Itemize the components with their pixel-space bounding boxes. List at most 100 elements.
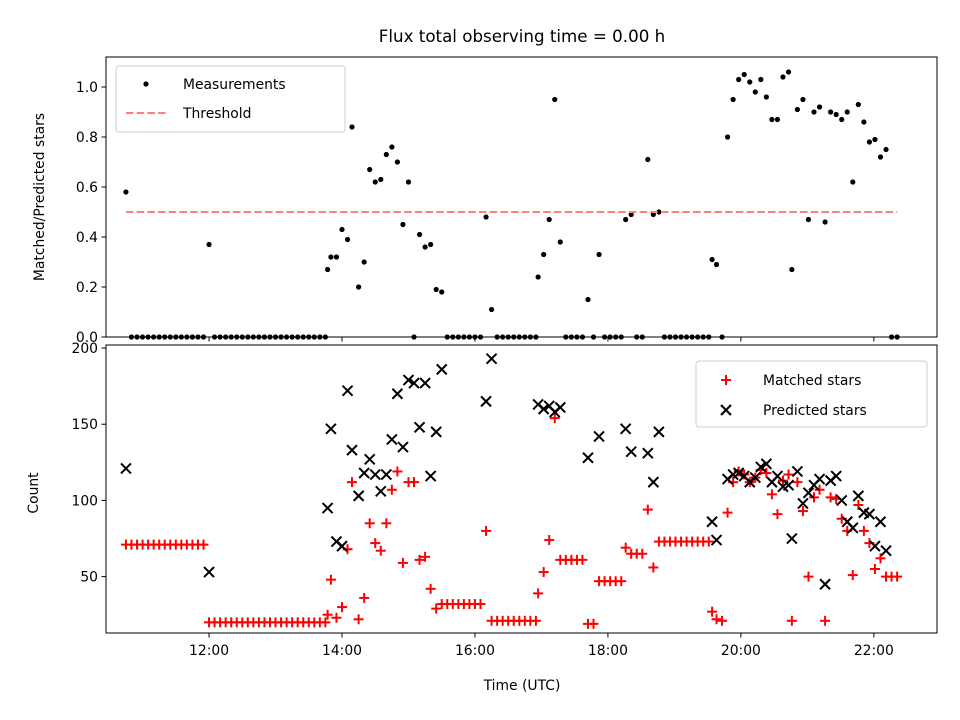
measurement-point	[850, 179, 856, 185]
matched-stars-point	[717, 615, 728, 626]
bottom-x-axis-label: Time (UTC)	[483, 678, 561, 694]
matched-stars-point	[786, 615, 797, 626]
matched-stars-point	[766, 489, 777, 500]
matched-stars-point	[648, 562, 659, 573]
measurement-point	[866, 139, 873, 145]
matched-stars-point	[353, 614, 364, 625]
y-tick-label: 0.8	[76, 130, 98, 146]
predicted-stars-point	[582, 452, 594, 464]
matched-stars-point	[637, 548, 648, 559]
measurement-point	[361, 259, 367, 265]
predicted-stars-point	[642, 447, 654, 459]
predicted-stars-point	[336, 540, 348, 552]
predicted-stars-point	[880, 545, 892, 557]
predicted-stars-point	[120, 462, 132, 475]
matched-stars-point	[722, 507, 733, 518]
x-tick-label: 14:00	[322, 643, 362, 659]
measurement-point	[789, 266, 795, 273]
measurement-point	[428, 241, 434, 248]
predicted-stars-point	[830, 470, 842, 482]
measurement-point	[339, 226, 345, 233]
top-chart-title: Flux total observing time = 0.00 h	[379, 26, 665, 46]
x-tick-label: 20:00	[721, 643, 761, 659]
matched-stars-point	[588, 618, 599, 629]
y-tick-label: 0.0	[76, 330, 98, 346]
matched-stars-point	[320, 617, 331, 628]
measurement-point	[333, 254, 340, 260]
measurement-point	[736, 76, 742, 83]
predicted-stars-point	[485, 353, 498, 365]
matched-stars-point	[642, 504, 653, 515]
predicted-stars-point	[619, 423, 632, 435]
predicted-stars-point	[380, 468, 393, 481]
x-tick-label: 12:00	[189, 643, 229, 659]
measurement-point	[822, 219, 828, 225]
y-tick-label: 100	[71, 493, 98, 509]
predicted-stars-point	[321, 502, 334, 514]
y-tick-label: 1.0	[76, 80, 98, 96]
matched-stars-point	[346, 477, 357, 488]
measurement-point	[328, 254, 334, 260]
measurement-point	[206, 241, 212, 248]
matched-stars-point	[381, 518, 392, 529]
predicted-stars-point	[869, 540, 881, 552]
matched-stars-point	[392, 466, 403, 477]
predicted-stars-point	[710, 534, 723, 546]
predicted-stars-point	[706, 516, 718, 528]
top-plot-area: 0.0 0.2 0.4 0.6 0.8 1.0	[76, 56, 938, 346]
predicted-stars-point	[813, 473, 826, 485]
measurement-point	[378, 176, 384, 183]
predicted-stars-point	[341, 385, 354, 397]
predicted-stars-point	[402, 374, 415, 386]
predicted-stars-point	[852, 490, 865, 502]
measurement-point	[811, 109, 817, 115]
y-tick-label: 50	[80, 570, 98, 586]
measurement-point	[535, 274, 541, 280]
matched-stars-point	[869, 564, 880, 574]
y-tick-label: 0.4	[76, 230, 98, 246]
measurement-point	[872, 136, 878, 143]
measurement-point	[855, 101, 861, 108]
predicted-stars-point	[358, 467, 370, 479]
matched-stars-point	[820, 615, 831, 626]
measurement-point	[488, 306, 495, 313]
matched-stars-point	[533, 588, 544, 599]
matched-stars-point	[414, 554, 425, 565]
matched-stars-point	[364, 518, 375, 529]
predicted-stars-point	[408, 377, 420, 389]
matched-stars-point	[544, 535, 555, 546]
predicted-stars-point	[874, 516, 887, 528]
measurement-point	[372, 179, 378, 185]
matched-stars-point	[375, 545, 386, 556]
measurement-point	[839, 116, 845, 123]
predicted-stars-point	[375, 485, 387, 497]
measurement-point	[785, 69, 792, 75]
predicted-stars-point	[480, 395, 492, 408]
bottom-legend: Matched stars Predicted stars	[695, 360, 928, 428]
matched-stars-point	[847, 570, 858, 581]
measurement-point	[356, 284, 362, 290]
matched-stars-point	[337, 602, 348, 613]
predicted-stars-point	[749, 471, 761, 484]
predicted-stars-point	[863, 508, 876, 520]
bottom-y-axis-label: Count	[26, 472, 42, 514]
measurement-point	[650, 211, 656, 218]
measurement-point	[367, 166, 373, 173]
top-plot-frame	[105, 56, 938, 338]
matched-stars-point	[707, 606, 718, 617]
predicted-stars-point	[424, 470, 437, 482]
predicted-stars-point	[647, 476, 660, 488]
predicted-stars-point	[554, 401, 566, 414]
x-tick-label: 16:00	[455, 643, 495, 659]
predicted-stars-point	[797, 497, 809, 510]
predicted-stars-point	[771, 470, 784, 482]
top-legend-frame	[115, 65, 346, 133]
matched-stars-point	[331, 612, 342, 623]
matched-stars-point	[425, 583, 436, 594]
matched-stars-point	[409, 477, 420, 488]
predicted-stars-point	[593, 430, 605, 443]
predicted-stars-point	[782, 479, 795, 491]
measurement-point	[774, 116, 781, 123]
measurement-point	[645, 156, 651, 163]
measurement-point	[433, 286, 439, 293]
